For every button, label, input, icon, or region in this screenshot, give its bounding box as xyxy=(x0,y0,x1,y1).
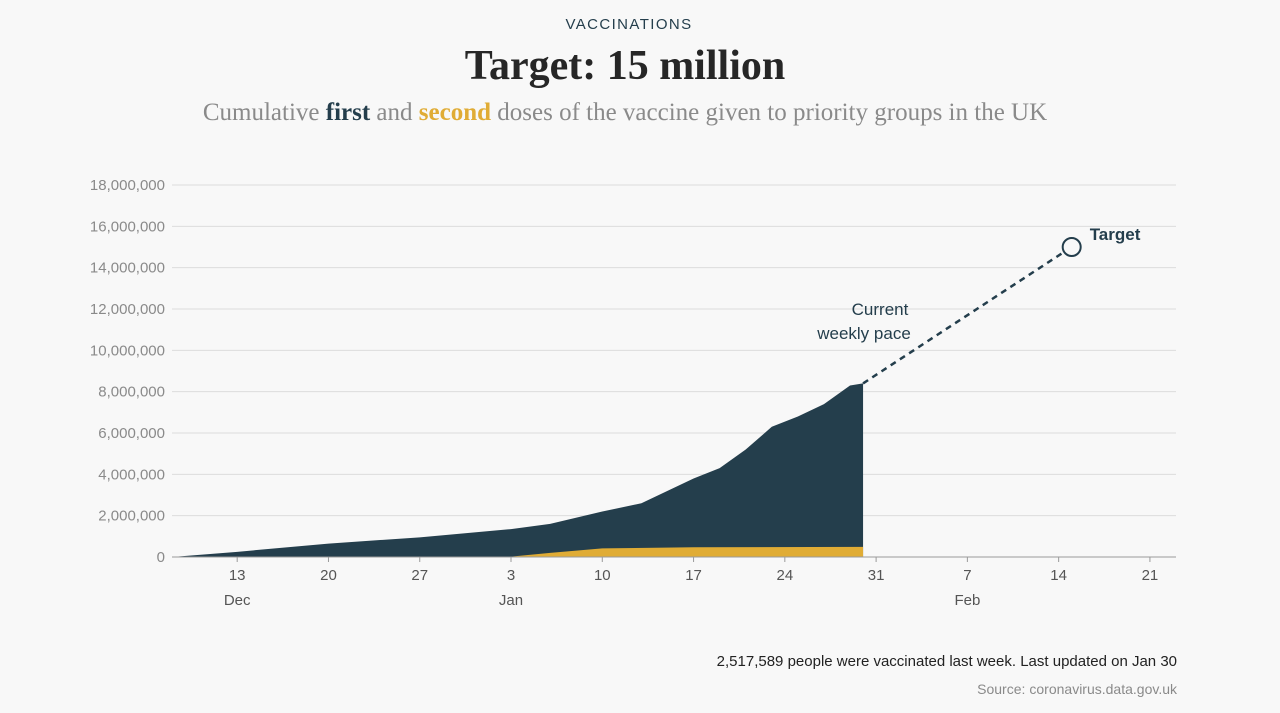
projection-line xyxy=(862,250,1065,385)
annotations: Target Current weekly pace xyxy=(816,225,1141,385)
subtitle-text-1: Cumulative xyxy=(202,99,320,126)
subtitle: Cumulative first and second doses of the… xyxy=(0,99,1250,127)
x-month-label: Dec xyxy=(224,592,251,609)
x-axis: 13 20 27 3 10 17 24 31 7 14 21 Dec Jan Feb xyxy=(172,556,1176,609)
page-title: Target: 15 million xyxy=(464,43,786,89)
y-tick-label: 8,000,000 xyxy=(98,384,165,401)
x-tick-label: 3 xyxy=(507,567,515,584)
x-tick-label: 7 xyxy=(963,567,971,584)
subtitle-second-highlight: second xyxy=(418,99,492,126)
source-note: Source: coronavirus.data.gov.uk xyxy=(977,681,1177,697)
y-tick-label: 16,000,000 xyxy=(90,218,165,235)
footnote: 2,517,589 people were vaccinated last we… xyxy=(716,653,1177,670)
x-tick-label: 20 xyxy=(320,567,337,584)
y-axis: 0 2,000,000 4,000,000 6,000,000 8,000,000 10,… xyxy=(90,177,165,566)
subtitle-text-3: doses of the vaccine given to priority g… xyxy=(497,99,1048,126)
y-tick-label: 12,000,000 xyxy=(90,301,165,318)
x-tick-label: 21 xyxy=(1142,567,1159,584)
x-tick-label: 27 xyxy=(411,567,428,584)
y-tick-label: 18,000,000 xyxy=(90,177,165,194)
gridlines xyxy=(172,184,1176,517)
x-month-label: Feb xyxy=(954,592,980,609)
subtitle-first-highlight: first xyxy=(325,99,371,126)
x-tick-label: 14 xyxy=(1050,567,1067,584)
y-tick-label: 0 xyxy=(157,549,165,566)
x-month-label: Jan xyxy=(499,592,523,609)
x-tick-label: 24 xyxy=(776,567,793,584)
x-tick-label: 17 xyxy=(685,567,702,584)
pace-label-line1: Current xyxy=(852,300,909,319)
kicker: VACCINATIONS xyxy=(565,16,693,33)
y-tick-label: 14,000,000 xyxy=(90,260,165,277)
source-label: Source: xyxy=(977,681,1026,697)
subtitle-text-2: and xyxy=(376,99,413,126)
target-label: Target xyxy=(1090,225,1141,244)
y-tick-label: 2,000,000 xyxy=(98,508,165,525)
source-value: coronavirus.data.gov.uk xyxy=(1029,681,1177,697)
y-tick-label: 6,000,000 xyxy=(98,425,165,442)
area-series-first xyxy=(172,383,864,557)
x-tick-label: 31 xyxy=(868,567,885,584)
x-tick-label: 10 xyxy=(594,567,611,584)
area-series xyxy=(172,383,864,557)
target-marker xyxy=(1061,237,1082,257)
pace-label-line2: weekly pace xyxy=(816,324,911,343)
y-tick-label: 10,000,000 xyxy=(90,342,165,359)
x-tick-label: 13 xyxy=(229,567,246,584)
y-tick-label: 4,000,000 xyxy=(98,466,165,483)
area-series-second xyxy=(172,546,864,557)
